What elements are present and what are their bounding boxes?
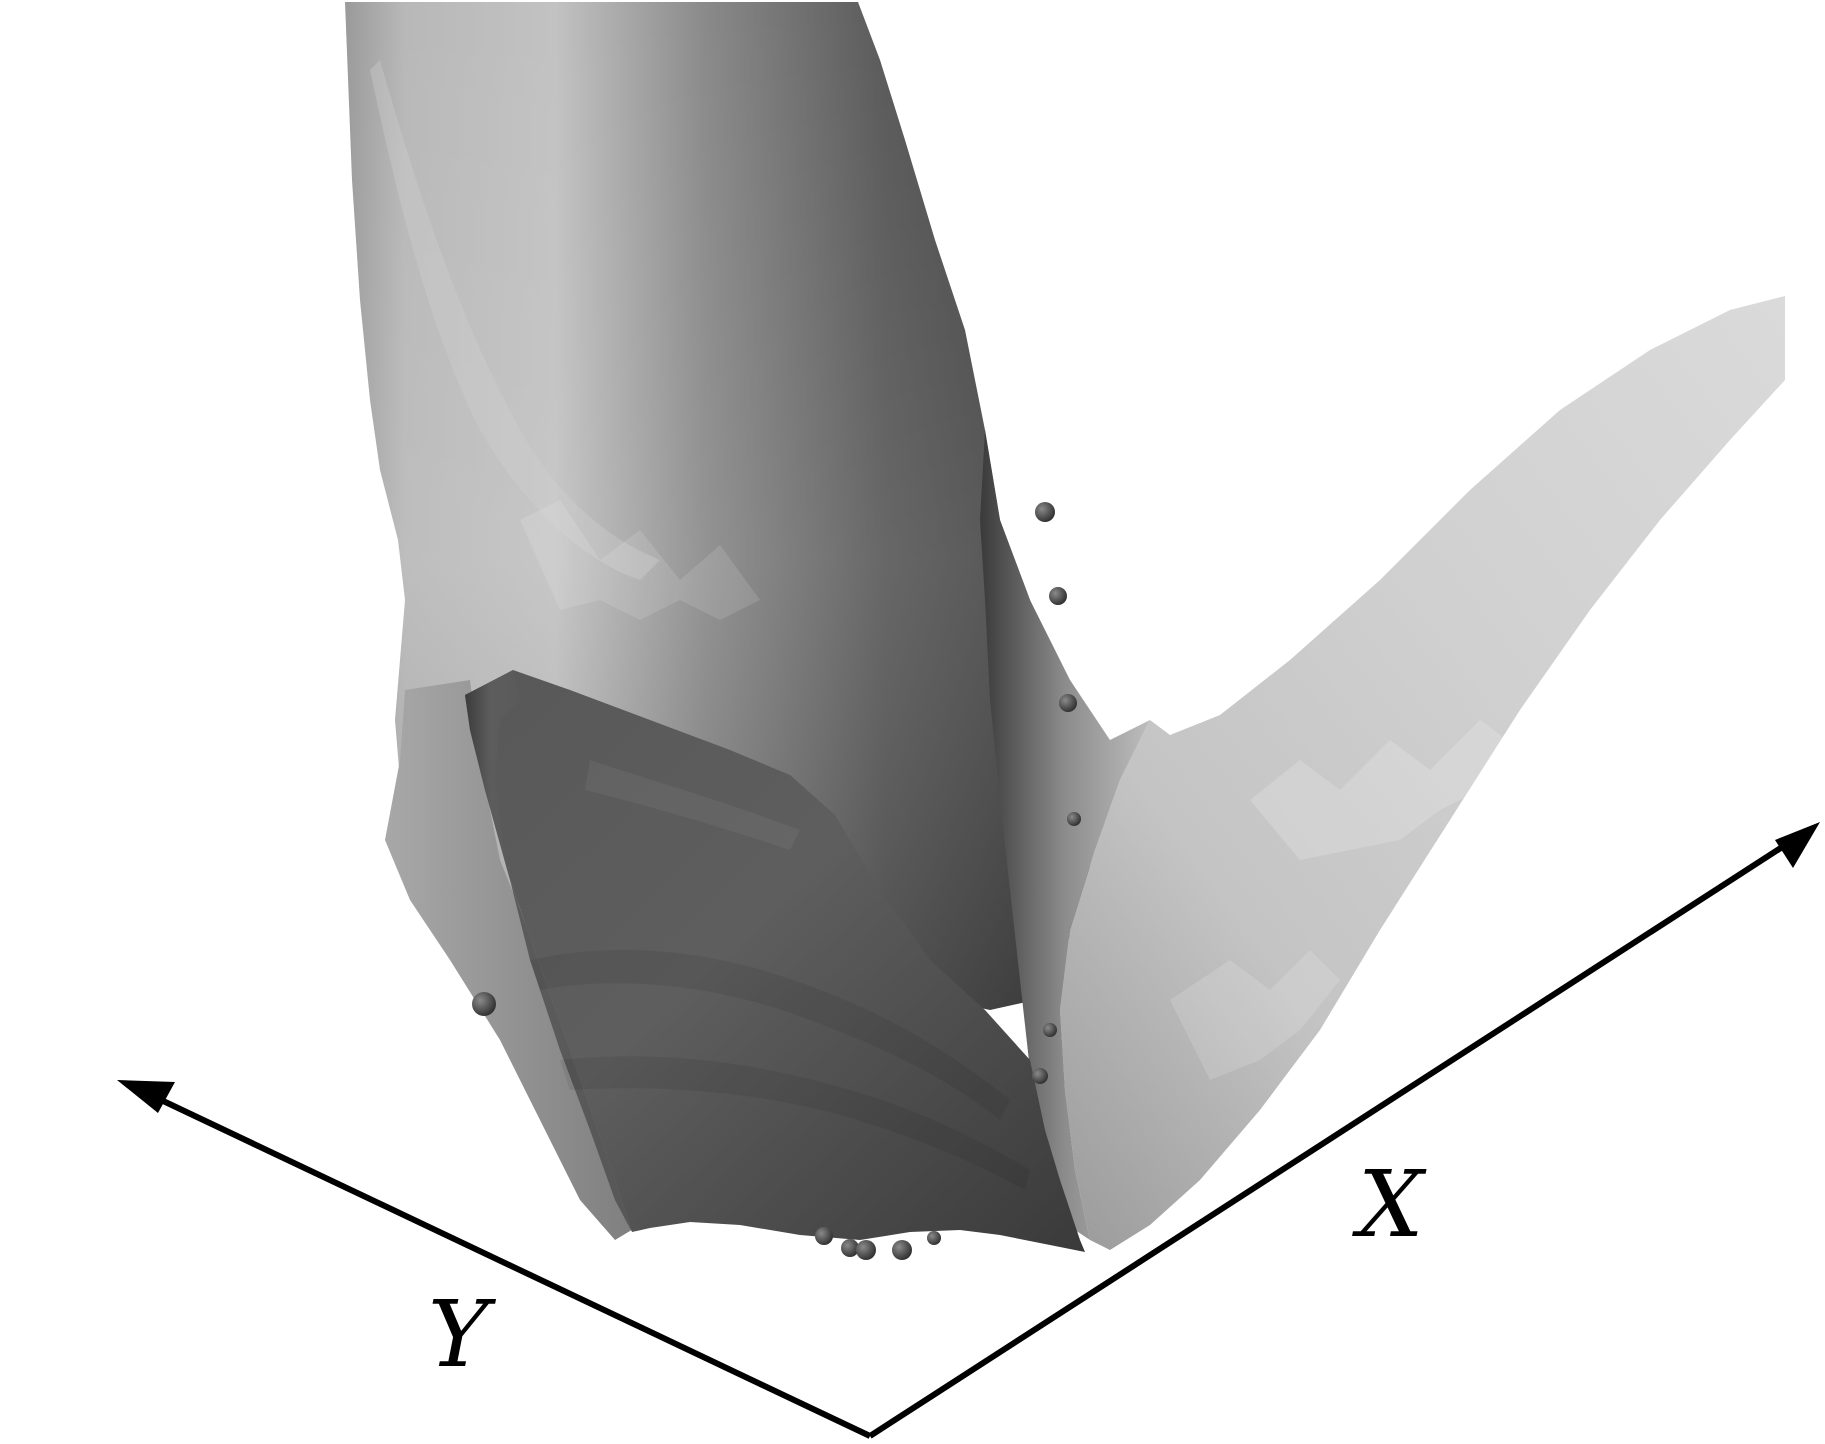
surface-left-skirt (385, 680, 640, 1240)
y-axis-label: Y (428, 1281, 497, 1388)
sample-marker (472, 992, 496, 1016)
sample-marker (927, 1231, 941, 1245)
sample-marker (1043, 1023, 1057, 1037)
axes (138, 839, 1792, 1439)
sample-marker (815, 1227, 833, 1245)
x-axis-line (868, 839, 1792, 1439)
sample-marker (1035, 502, 1055, 522)
surface-crease (980, 430, 1150, 1240)
surface-right-wing (1060, 296, 1785, 1250)
x-axis-label: X (1352, 1151, 1427, 1258)
surface-front-lobe (465, 670, 1085, 1252)
sample-marker (1059, 694, 1077, 712)
sample-marker (1067, 812, 1081, 826)
sample-marker (1049, 587, 1067, 605)
x-axis-arrowhead (1775, 822, 1820, 868)
sample-markers (472, 502, 1081, 1260)
y-axis-line (138, 1087, 872, 1439)
y-axis-arrowhead (117, 1080, 175, 1113)
sample-marker (1032, 1068, 1048, 1084)
sample-marker (841, 1239, 859, 1257)
sample-marker (892, 1240, 912, 1260)
sample-marker (856, 1240, 876, 1260)
